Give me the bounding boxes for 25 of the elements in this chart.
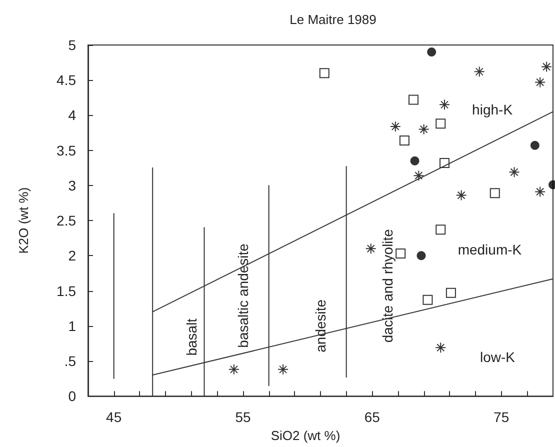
annotation: high-K [472,102,514,118]
y-tick-label: 2.5 [56,212,76,229]
chart-title: Le Maitre 1989 [290,12,376,27]
annotation: low-K [480,348,516,365]
annotation: basalt [183,318,200,356]
annotation: basaltic andesite [235,243,251,348]
y-tick-label: 5 [68,37,76,53]
annotation: medium-K [458,241,522,258]
y-tick-label: 4 [68,107,76,124]
y-tick-label: 0 [68,388,76,404]
annotation: andesite [312,299,328,352]
y-axis-title: K2O (wt %) [16,187,31,254]
x-tick-label: 75 [494,409,510,426]
y-tick-label: 4.5 [56,72,76,88]
y-tick-label: 2 [68,248,76,264]
y-tick-label: 3.5 [56,142,76,158]
y-tick-label: 3 [68,177,76,194]
x-tick-label: 65 [364,409,380,426]
y-tick-label: .5 [64,352,76,369]
y-tick-label: 1 [68,318,76,334]
annotation: dacite and rhyolite [380,228,396,343]
x-tick-label: 45 [106,409,122,426]
x-axis-title: SiO2 (wt %) [270,428,340,443]
y-tick-label: 1.5 [56,282,76,299]
x-tick-label: 55 [235,409,251,426]
